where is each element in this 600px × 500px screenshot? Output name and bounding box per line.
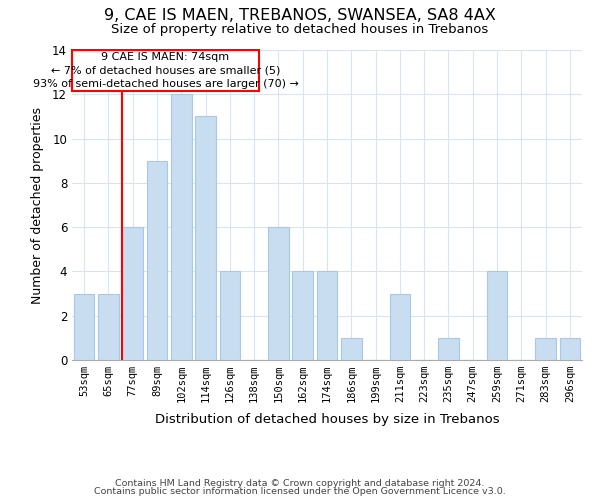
Bar bbox=[317, 272, 337, 360]
Bar bbox=[122, 227, 143, 360]
Bar bbox=[171, 94, 191, 360]
Text: Size of property relative to detached houses in Trebanos: Size of property relative to detached ho… bbox=[112, 22, 488, 36]
Bar bbox=[389, 294, 410, 360]
Bar bbox=[341, 338, 362, 360]
Bar bbox=[438, 338, 459, 360]
Bar bbox=[268, 227, 289, 360]
FancyBboxPatch shape bbox=[72, 50, 259, 91]
Bar bbox=[560, 338, 580, 360]
Bar bbox=[535, 338, 556, 360]
Bar bbox=[195, 116, 216, 360]
X-axis label: Distribution of detached houses by size in Trebanos: Distribution of detached houses by size … bbox=[155, 414, 499, 426]
Text: 93% of semi-detached houses are larger (70) →: 93% of semi-detached houses are larger (… bbox=[32, 79, 298, 89]
Bar bbox=[487, 272, 508, 360]
Bar bbox=[98, 294, 119, 360]
Y-axis label: Number of detached properties: Number of detached properties bbox=[31, 106, 44, 304]
Text: Contains HM Land Registry data © Crown copyright and database right 2024.: Contains HM Land Registry data © Crown c… bbox=[115, 478, 485, 488]
Bar bbox=[292, 272, 313, 360]
Text: ← 7% of detached houses are smaller (5): ← 7% of detached houses are smaller (5) bbox=[51, 66, 280, 76]
Text: 9 CAE IS MAEN: 74sqm: 9 CAE IS MAEN: 74sqm bbox=[101, 52, 230, 62]
Text: Contains public sector information licensed under the Open Government Licence v3: Contains public sector information licen… bbox=[94, 487, 506, 496]
Bar bbox=[146, 160, 167, 360]
Bar bbox=[74, 294, 94, 360]
Text: 9, CAE IS MAEN, TREBANOS, SWANSEA, SA8 4AX: 9, CAE IS MAEN, TREBANOS, SWANSEA, SA8 4… bbox=[104, 8, 496, 22]
Bar bbox=[220, 272, 240, 360]
